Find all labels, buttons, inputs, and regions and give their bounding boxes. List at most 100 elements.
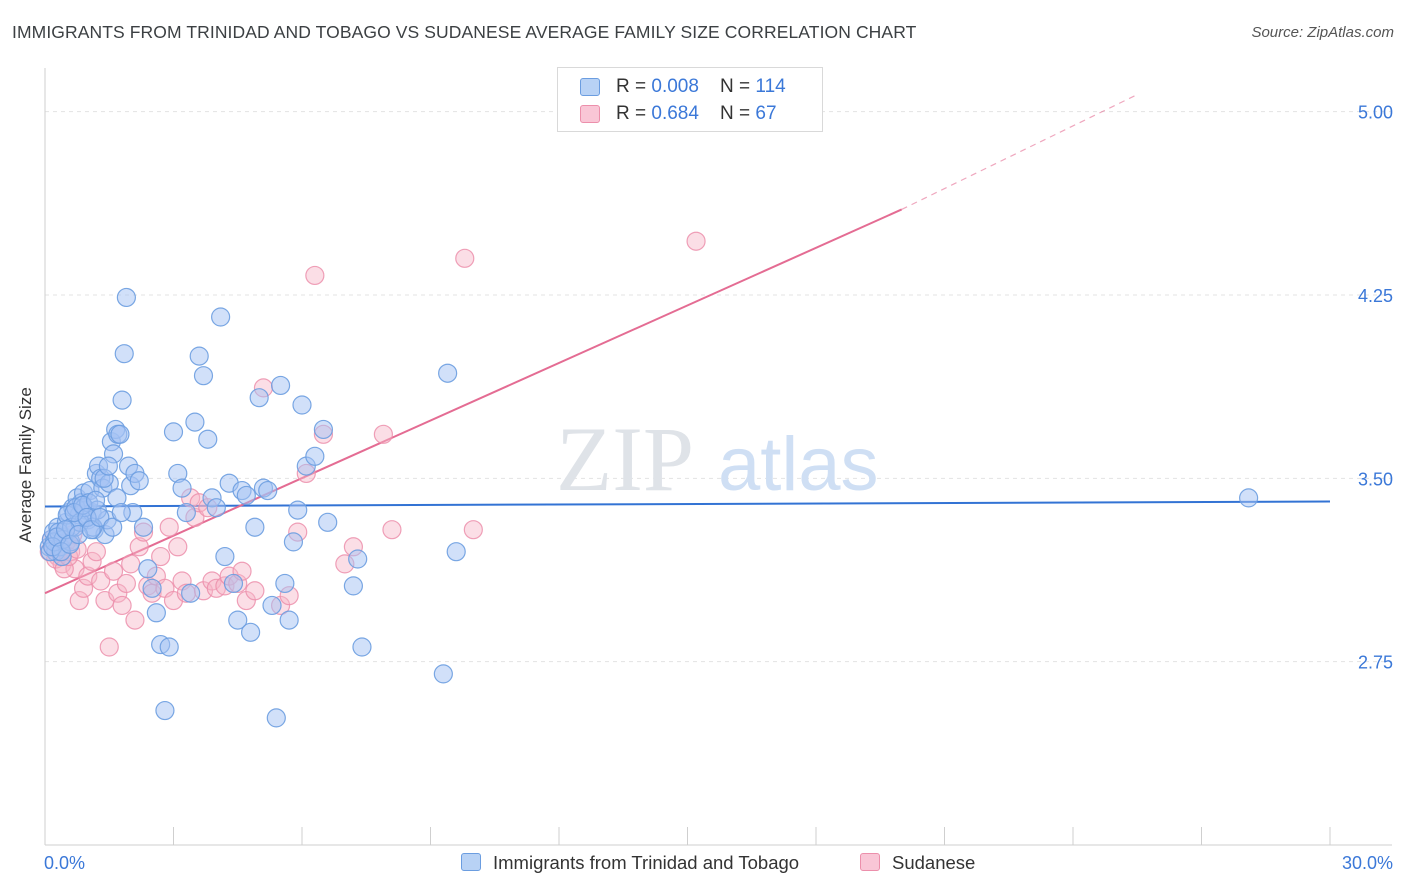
trinidad-point <box>85 490 106 510</box>
y-tick-label: 3.50 <box>1358 469 1393 489</box>
x-tick-label: 30.0% <box>1342 853 1393 873</box>
trinidad-point <box>288 500 308 520</box>
source-credit: Source: ZipAtlas.com <box>1251 24 1394 41</box>
trinidad-point <box>313 419 334 440</box>
sudanese-point <box>686 231 706 251</box>
legend-r-value: 0.008 <box>651 76 699 97</box>
trinidad-point <box>283 532 304 552</box>
series-label-trinidad: Immigrants from Trinidad and Tobago <box>493 852 800 873</box>
y-tick-label: 2.75 <box>1358 653 1393 673</box>
legend-n-value: 114 <box>755 76 786 97</box>
sudanese-point <box>112 595 132 616</box>
zipatlas-watermark: ZIP atlas <box>556 408 879 510</box>
chart-title: IMMIGRANTS FROM TRINIDAD AND TOBAGO VS S… <box>12 22 917 42</box>
trinidad-point <box>241 622 261 642</box>
series-swatch-blue <box>461 853 481 871</box>
series-label-sudanese: Sudanese <box>892 852 976 873</box>
trend-lines <box>44 94 1331 595</box>
legend-r-label: R = <box>616 103 652 124</box>
sudanese-point <box>382 520 402 540</box>
sudanese-point <box>86 542 107 562</box>
trinidad-point <box>262 595 282 616</box>
y-tick-label: 4.25 <box>1358 286 1393 306</box>
trinidad-point <box>103 517 123 537</box>
series-swatch-pink <box>860 853 880 871</box>
trinidad-point <box>438 363 458 383</box>
trinidad-point <box>98 456 118 476</box>
trinidad-point <box>266 708 286 728</box>
trinidad-point <box>142 578 162 598</box>
sudanese-point <box>463 520 483 540</box>
trinidad-point <box>181 583 201 603</box>
sudanese-point <box>103 561 124 581</box>
legend-n-label: N = <box>720 103 756 124</box>
sudanese-point <box>455 248 475 268</box>
sudanese-point <box>373 424 393 444</box>
sudanese-trend-line <box>44 208 903 595</box>
trinidad-point <box>433 664 453 684</box>
trinidad-point <box>110 424 130 444</box>
trinidad-point <box>111 502 131 523</box>
trinidad-point <box>189 346 209 366</box>
trinidad-point <box>236 485 256 506</box>
trinidad-point <box>343 576 363 596</box>
trinidad-point <box>193 366 214 386</box>
trinidad-point <box>352 637 372 657</box>
trinidad-points <box>39 287 1259 728</box>
grid-lines <box>45 111 1392 663</box>
legend-swatch-pink <box>580 105 600 123</box>
sudanese-point <box>305 265 325 286</box>
trinidad-point <box>176 502 196 523</box>
trinidad-point <box>146 603 166 623</box>
sudanese-trend-extension <box>901 94 1138 210</box>
legend-r-label: R = <box>616 76 652 97</box>
trinidad-point <box>215 546 235 567</box>
trinidad-point <box>112 390 132 410</box>
axes <box>44 68 1392 846</box>
sudanese-point <box>116 573 136 594</box>
trinidad-point <box>275 573 295 594</box>
trinidad-point <box>129 471 149 491</box>
trinidad-point <box>185 412 205 432</box>
trinidad-point <box>279 610 299 630</box>
sudanese-point <box>159 517 179 537</box>
trinidad-point <box>206 498 226 518</box>
legend-n-value: 67 <box>755 103 777 124</box>
trinidad-point <box>258 480 278 501</box>
sudanese-point <box>99 637 119 657</box>
legend-swatch-blue <box>580 78 600 96</box>
y-axis-label: Average Family Size <box>16 387 35 543</box>
trinidad-point <box>163 422 184 442</box>
sudanese-point <box>151 546 171 567</box>
trinidad-point <box>228 610 248 630</box>
watermark-zip: ZIP <box>556 408 694 510</box>
trinidad-point <box>172 478 192 498</box>
trinidad-point <box>292 395 312 415</box>
trinidad-point <box>305 446 325 466</box>
sudanese-point <box>73 578 94 598</box>
sudanese-point <box>168 537 188 557</box>
x-tick-label: 0.0% <box>44 853 85 873</box>
correlation-legend: R = 0.008 N = 114 R = 0.684 N = 67 <box>557 67 823 132</box>
trinidad-point <box>245 517 265 537</box>
trinidad-point <box>211 307 231 327</box>
sudanese-point <box>91 571 111 591</box>
trinidad-point <box>155 700 175 721</box>
trinidad-point <box>318 512 338 532</box>
legend-n-label: N = <box>720 76 756 97</box>
legend-r-value: 0.684 <box>651 103 699 124</box>
trinidad-point <box>116 287 136 308</box>
trinidad-point <box>348 549 368 569</box>
sudanese-point <box>82 551 102 572</box>
sudanese-point <box>245 581 265 601</box>
trinidad-point <box>223 573 244 594</box>
sudanese-point <box>78 566 98 586</box>
tick-labels: 2.75 3.50 4.25 5.00 0.0% 30.0% <box>44 103 1393 873</box>
trinidad-point <box>90 507 110 528</box>
trinidad-point <box>198 429 218 449</box>
trinidad-point <box>138 559 158 579</box>
sudanese-point <box>129 537 149 557</box>
trinidad-point <box>159 637 179 657</box>
sudanese-point <box>69 590 89 611</box>
